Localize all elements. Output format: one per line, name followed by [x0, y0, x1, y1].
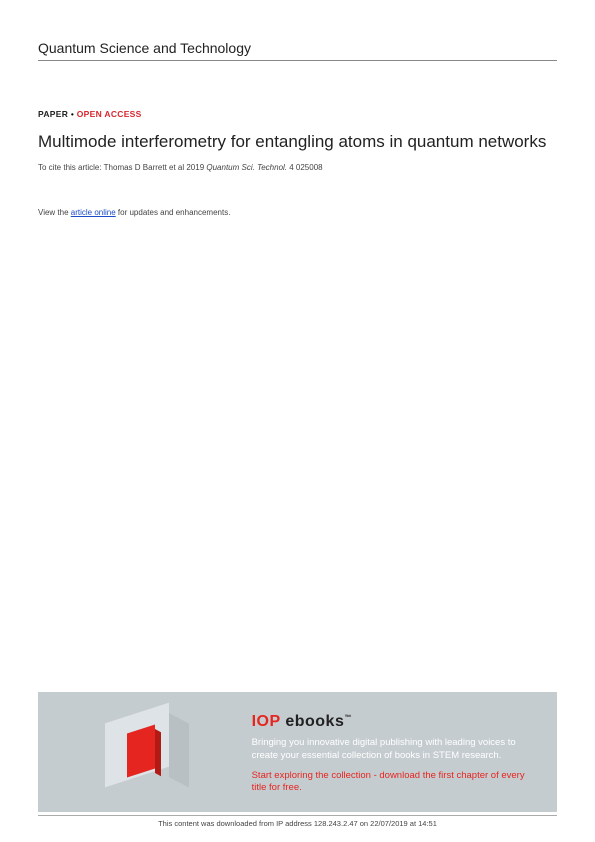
- article-online-link[interactable]: article online: [71, 208, 116, 217]
- banner-cta: Start exploring the collection - downloa…: [252, 770, 539, 795]
- view-online-line: View the article online for updates and …: [38, 208, 557, 217]
- book-cube-graphic: [97, 707, 187, 797]
- journal-name: Quantum Science and Technology: [38, 40, 557, 61]
- article-title: Multimode interferometry for entangling …: [38, 131, 557, 153]
- banner-subtitle: Bringing you innovative digital publishi…: [252, 737, 539, 762]
- citation-journal: Quantum Sci. Technol.: [206, 163, 287, 172]
- open-access-label: OPEN ACCESS: [77, 109, 142, 119]
- citation-suffix: 4 025008: [287, 163, 323, 172]
- download-footer: This content was downloaded from IP addr…: [38, 815, 557, 828]
- citation-prefix: To cite this article: Thomas D Barrett e…: [38, 163, 206, 172]
- banner-graphic: [38, 692, 246, 812]
- paper-label: PAPER: [38, 109, 68, 119]
- brand-iop: IOP: [252, 713, 281, 730]
- view-prefix: View the: [38, 208, 71, 217]
- view-suffix: for updates and enhancements.: [116, 208, 231, 217]
- separator: •: [68, 109, 77, 119]
- citation-line: To cite this article: Thomas D Barrett e…: [38, 163, 557, 172]
- trademark: ™: [344, 715, 352, 722]
- paper-type-line: PAPER • OPEN ACCESS: [38, 109, 557, 119]
- banner-text: IOP ebooks™ Bringing you innovative digi…: [246, 692, 557, 812]
- brand-ebooks: ebooks: [280, 713, 344, 730]
- iop-ebooks-brand: IOP ebooks™: [252, 713, 539, 731]
- promo-banner[interactable]: IOP ebooks™ Bringing you innovative digi…: [38, 692, 557, 812]
